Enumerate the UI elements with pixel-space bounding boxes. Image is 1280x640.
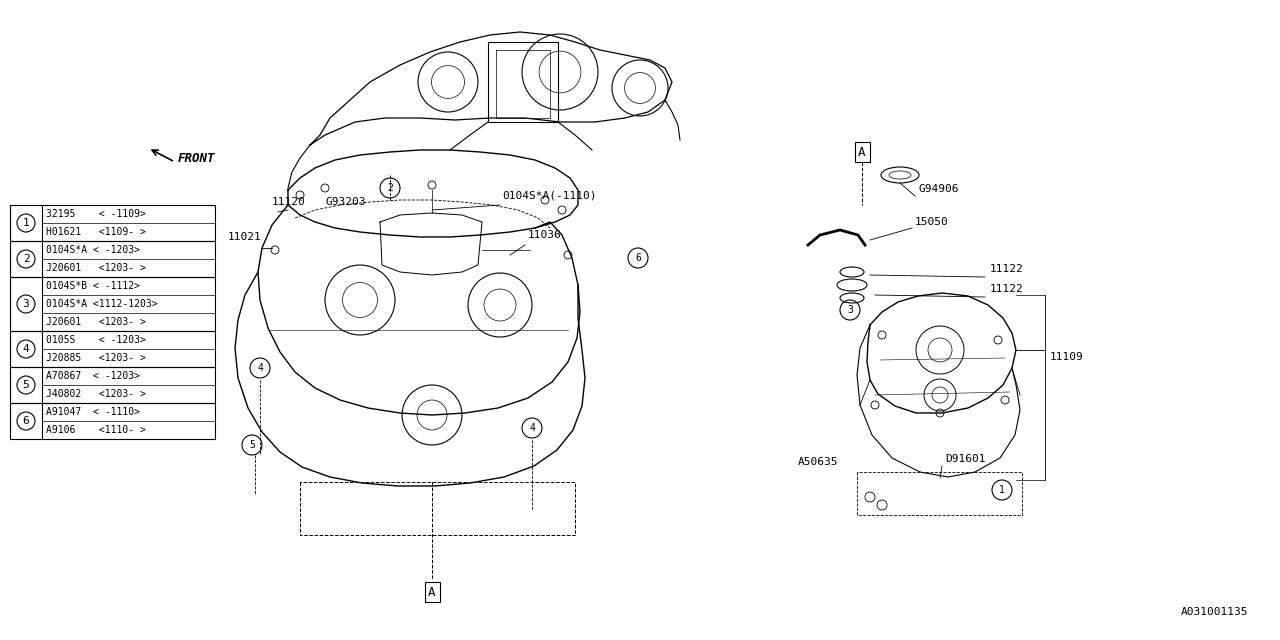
Text: A: A [429, 586, 435, 598]
Text: 0105S    < -1203>: 0105S < -1203> [46, 335, 146, 345]
Text: 5: 5 [23, 380, 29, 390]
Text: G94906: G94906 [918, 184, 959, 194]
Text: A9106    <1110- >: A9106 <1110- > [46, 425, 146, 435]
Text: 2: 2 [23, 254, 29, 264]
Text: FRONT: FRONT [178, 152, 215, 164]
Bar [10, 277, 215, 331]
Text: J20885   <1203- >: J20885 <1203- > [46, 353, 146, 363]
Text: 4: 4 [23, 344, 29, 354]
Text: 11036: 11036 [529, 230, 562, 240]
Text: A031001135: A031001135 [1180, 607, 1248, 617]
Text: 0104S*B < -1112>: 0104S*B < -1112> [46, 281, 140, 291]
Text: H01621   <1109- >: H01621 <1109- > [46, 227, 146, 237]
Text: 4: 4 [257, 363, 262, 373]
Text: 32195    < -1109>: 32195 < -1109> [46, 209, 146, 219]
Text: A70867  < -1203>: A70867 < -1203> [46, 371, 140, 381]
Text: G93203: G93203 [325, 197, 366, 207]
Bar [10, 241, 215, 277]
Text: A91047  < -1110>: A91047 < -1110> [46, 407, 140, 417]
Bar [10, 331, 215, 367]
Text: 0104S*A <1112-1203>: 0104S*A <1112-1203> [46, 299, 157, 309]
Text: 0104S*A < -1203>: 0104S*A < -1203> [46, 245, 140, 255]
Text: 6: 6 [23, 416, 29, 426]
Text: 5: 5 [250, 440, 255, 450]
Text: 0104S*A(-1110): 0104S*A(-1110) [502, 190, 596, 200]
Text: 1: 1 [23, 218, 29, 228]
Text: J20601   <1203- >: J20601 <1203- > [46, 263, 146, 273]
Text: 11109: 11109 [1050, 352, 1084, 362]
Text: 11122: 11122 [989, 284, 1024, 294]
Text: 2: 2 [387, 183, 393, 193]
Text: 11021: 11021 [228, 232, 261, 242]
Text: 6: 6 [635, 253, 641, 263]
Text: 1: 1 [1000, 485, 1005, 495]
Text: 11120: 11120 [273, 197, 306, 207]
Text: A50635: A50635 [797, 457, 838, 467]
Text: 11122: 11122 [989, 264, 1024, 274]
Text: J40802   <1203- >: J40802 <1203- > [46, 389, 146, 399]
Text: 4: 4 [529, 423, 535, 433]
Text: J20601   <1203- >: J20601 <1203- > [46, 317, 146, 327]
Text: 15050: 15050 [915, 217, 948, 227]
Text: 3: 3 [23, 299, 29, 309]
Bar [10, 367, 215, 403]
Bar [10, 403, 215, 439]
Bar [10, 205, 215, 241]
Text: 3: 3 [847, 305, 852, 315]
Text: D91601: D91601 [945, 454, 986, 464]
Text: A: A [859, 145, 865, 159]
